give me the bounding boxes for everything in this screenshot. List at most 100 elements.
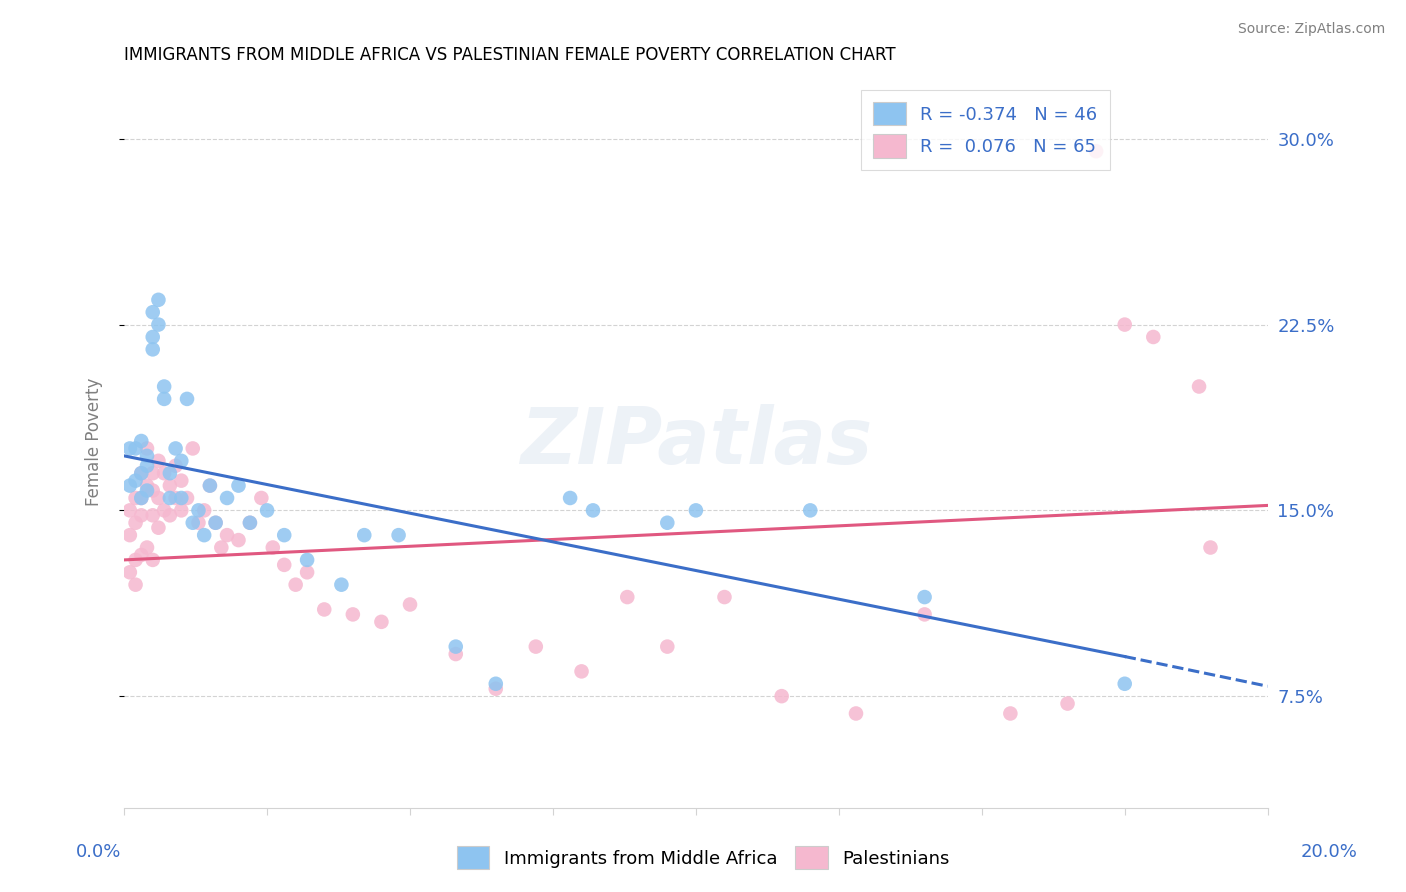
Point xyxy=(250,491,273,505)
Point xyxy=(124,474,146,488)
Point xyxy=(558,491,581,505)
Point xyxy=(129,434,152,448)
Point xyxy=(165,458,187,473)
Point xyxy=(193,528,215,542)
Point xyxy=(124,491,146,505)
Point xyxy=(215,528,238,542)
Point xyxy=(181,442,204,456)
Point xyxy=(524,640,547,654)
Point xyxy=(124,516,146,530)
Point xyxy=(165,442,187,456)
Point xyxy=(1188,379,1211,393)
Legend: R = -0.374   N = 46, R =  0.076   N = 65: R = -0.374 N = 46, R = 0.076 N = 65 xyxy=(860,89,1109,170)
Point xyxy=(148,318,170,332)
Point xyxy=(124,553,146,567)
Point xyxy=(129,491,152,505)
Point xyxy=(142,467,165,481)
Point xyxy=(136,442,159,456)
Point xyxy=(142,343,165,357)
Point xyxy=(228,478,250,492)
Point xyxy=(170,454,193,468)
Text: ZIPatlas: ZIPatlas xyxy=(520,404,872,480)
Text: 0.0%: 0.0% xyxy=(76,843,121,861)
Point xyxy=(142,305,165,319)
Point xyxy=(273,528,295,542)
Point xyxy=(176,392,198,406)
Point xyxy=(170,474,193,488)
Point xyxy=(485,681,508,696)
Point xyxy=(193,503,215,517)
Point xyxy=(1114,318,1136,332)
Point xyxy=(181,516,204,530)
Point xyxy=(148,293,170,307)
Point xyxy=(159,491,181,505)
Point xyxy=(142,508,165,523)
Point xyxy=(342,607,364,622)
Point xyxy=(295,553,318,567)
Point xyxy=(118,566,141,580)
Point xyxy=(187,516,209,530)
Point xyxy=(444,647,467,661)
Point xyxy=(187,503,209,517)
Point xyxy=(845,706,868,721)
Point xyxy=(330,577,353,591)
Point xyxy=(136,449,159,463)
Point xyxy=(770,689,793,703)
Point xyxy=(239,516,262,530)
Point xyxy=(799,503,821,517)
Point xyxy=(165,491,187,505)
Point xyxy=(215,491,238,505)
Point xyxy=(685,503,707,517)
Point xyxy=(170,503,193,517)
Y-axis label: Female Poverty: Female Poverty xyxy=(86,378,103,507)
Point xyxy=(284,577,307,591)
Point xyxy=(153,503,176,517)
Legend: Immigrants from Middle Africa, Palestinians: Immigrants from Middle Africa, Palestini… xyxy=(447,838,959,879)
Point xyxy=(136,541,159,555)
Point xyxy=(485,677,508,691)
Text: 20.0%: 20.0% xyxy=(1301,843,1357,861)
Point xyxy=(136,458,159,473)
Point xyxy=(273,558,295,572)
Point xyxy=(142,483,165,498)
Point xyxy=(370,615,392,629)
Point xyxy=(262,541,284,555)
Point xyxy=(239,516,262,530)
Point xyxy=(129,491,152,505)
Point xyxy=(353,528,375,542)
Point xyxy=(204,516,226,530)
Point xyxy=(387,528,409,542)
Point xyxy=(118,442,141,456)
Point xyxy=(914,590,936,604)
Point xyxy=(228,533,250,547)
Point xyxy=(256,503,278,517)
Point xyxy=(124,577,146,591)
Point xyxy=(1142,330,1164,344)
Point xyxy=(198,478,221,492)
Point xyxy=(571,665,593,679)
Point xyxy=(1085,145,1108,159)
Point xyxy=(118,503,141,517)
Point xyxy=(399,598,422,612)
Point xyxy=(176,491,198,505)
Point xyxy=(129,508,152,523)
Point xyxy=(129,467,152,481)
Point xyxy=(153,467,176,481)
Point xyxy=(153,379,176,393)
Point xyxy=(209,541,232,555)
Point xyxy=(314,602,336,616)
Point xyxy=(129,548,152,562)
Point xyxy=(118,528,141,542)
Point xyxy=(170,491,193,505)
Point xyxy=(204,516,226,530)
Point xyxy=(124,442,146,456)
Point xyxy=(198,478,221,492)
Point xyxy=(657,640,679,654)
Point xyxy=(118,478,141,492)
Point xyxy=(1199,541,1222,555)
Text: IMMIGRANTS FROM MIDDLE AFRICA VS PALESTINIAN FEMALE POVERTY CORRELATION CHART: IMMIGRANTS FROM MIDDLE AFRICA VS PALESTI… xyxy=(124,46,896,64)
Point xyxy=(616,590,638,604)
Point xyxy=(148,491,170,505)
Point xyxy=(582,503,605,517)
Point xyxy=(153,392,176,406)
